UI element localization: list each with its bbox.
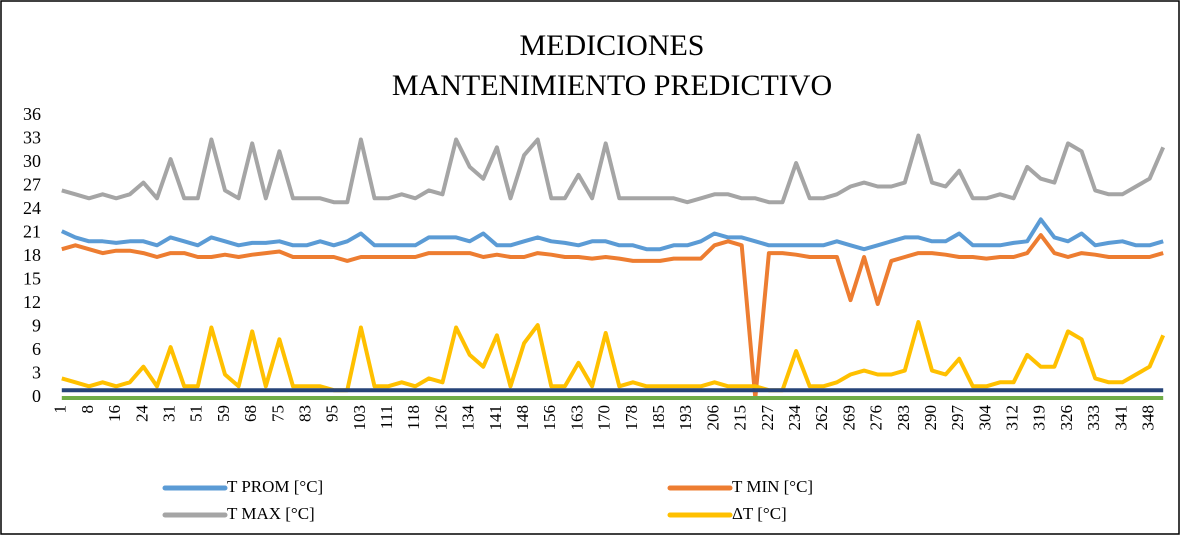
y-tick-label: 9 xyxy=(32,316,41,336)
legend-label: ΔT [°C] xyxy=(732,504,787,523)
x-tick-label: 283 xyxy=(894,405,913,431)
y-tick-label: 12 xyxy=(23,292,41,312)
y-tick-label: 24 xyxy=(23,198,41,218)
x-tick-label: 234 xyxy=(785,405,804,431)
x-tick-label: 276 xyxy=(867,405,886,431)
y-tick-label: 30 xyxy=(23,151,41,171)
y-tick-label: 27 xyxy=(23,175,41,195)
x-tick-label: 163 xyxy=(567,405,586,431)
x-tick-label: 319 xyxy=(1030,405,1049,431)
x-tick-label: 59 xyxy=(214,405,233,422)
x-tick-label: 1 xyxy=(51,405,70,414)
x-tick-label: 75 xyxy=(268,405,287,422)
chart-title: MEDICIONES xyxy=(520,29,705,62)
y-tick-label: 33 xyxy=(23,128,41,148)
x-tick-label: 206 xyxy=(703,405,722,431)
y-tick-label: 15 xyxy=(23,269,41,289)
x-tick-label: 156 xyxy=(540,405,559,431)
y-tick-label: 21 xyxy=(23,222,41,242)
series-line xyxy=(61,133,1166,205)
x-tick-label: 348 xyxy=(1139,405,1158,431)
x-tick-label: 24 xyxy=(132,405,151,423)
x-tick-label: 118 xyxy=(404,405,423,430)
series-line xyxy=(60,217,1164,252)
x-tick-label: 8 xyxy=(78,405,97,414)
chart-title: MANTENIMIENTO PREDICTIVO xyxy=(392,69,832,102)
y-tick-label: 3 xyxy=(32,363,41,383)
x-tick-label: 227 xyxy=(758,405,777,431)
x-tick-label: 185 xyxy=(649,405,668,431)
x-tick-label: 16 xyxy=(105,405,124,422)
x-tick-label: 269 xyxy=(839,405,858,431)
x-tick-label: 326 xyxy=(1057,405,1076,431)
series-line xyxy=(61,233,1164,400)
y-tick-label: 6 xyxy=(32,339,41,359)
y-tick-label: 0 xyxy=(32,386,41,406)
legend-label: T MAX [°C] xyxy=(227,504,315,523)
x-tick-label: 68 xyxy=(241,405,260,422)
x-tick-label: 170 xyxy=(595,405,614,431)
x-tick-label: 103 xyxy=(350,405,369,431)
y-tick-label: 36 xyxy=(23,104,41,124)
y-tick-label: 18 xyxy=(23,245,41,265)
x-tick-label: 262 xyxy=(812,405,831,431)
x-tick-label: 51 xyxy=(187,405,206,422)
x-tick-label: 126 xyxy=(431,405,450,431)
x-tick-label: 297 xyxy=(948,405,967,431)
x-tick-label: 141 xyxy=(486,405,505,431)
x-tick-label: 134 xyxy=(459,405,478,431)
x-tick-label: 95 xyxy=(323,405,342,422)
x-tick-label: 290 xyxy=(921,405,940,431)
x-tick-label: 333 xyxy=(1084,405,1103,431)
x-tick-label: 111 xyxy=(377,405,396,429)
x-tick-label: 193 xyxy=(676,405,695,431)
x-tick-label: 148 xyxy=(513,405,532,431)
x-tick-label: 341 xyxy=(1111,405,1130,431)
x-tick-label: 178 xyxy=(622,405,641,431)
x-tick-label: 83 xyxy=(295,405,314,422)
series-line xyxy=(61,320,1166,393)
x-tick-label: 304 xyxy=(975,405,994,431)
x-tick-label: 312 xyxy=(1003,405,1022,431)
x-tick-label: 215 xyxy=(731,405,750,431)
legend-label: T MIN [°C] xyxy=(732,477,813,496)
legend-label: T PROM [°C] xyxy=(227,477,323,496)
x-tick-label: 31 xyxy=(159,405,178,422)
